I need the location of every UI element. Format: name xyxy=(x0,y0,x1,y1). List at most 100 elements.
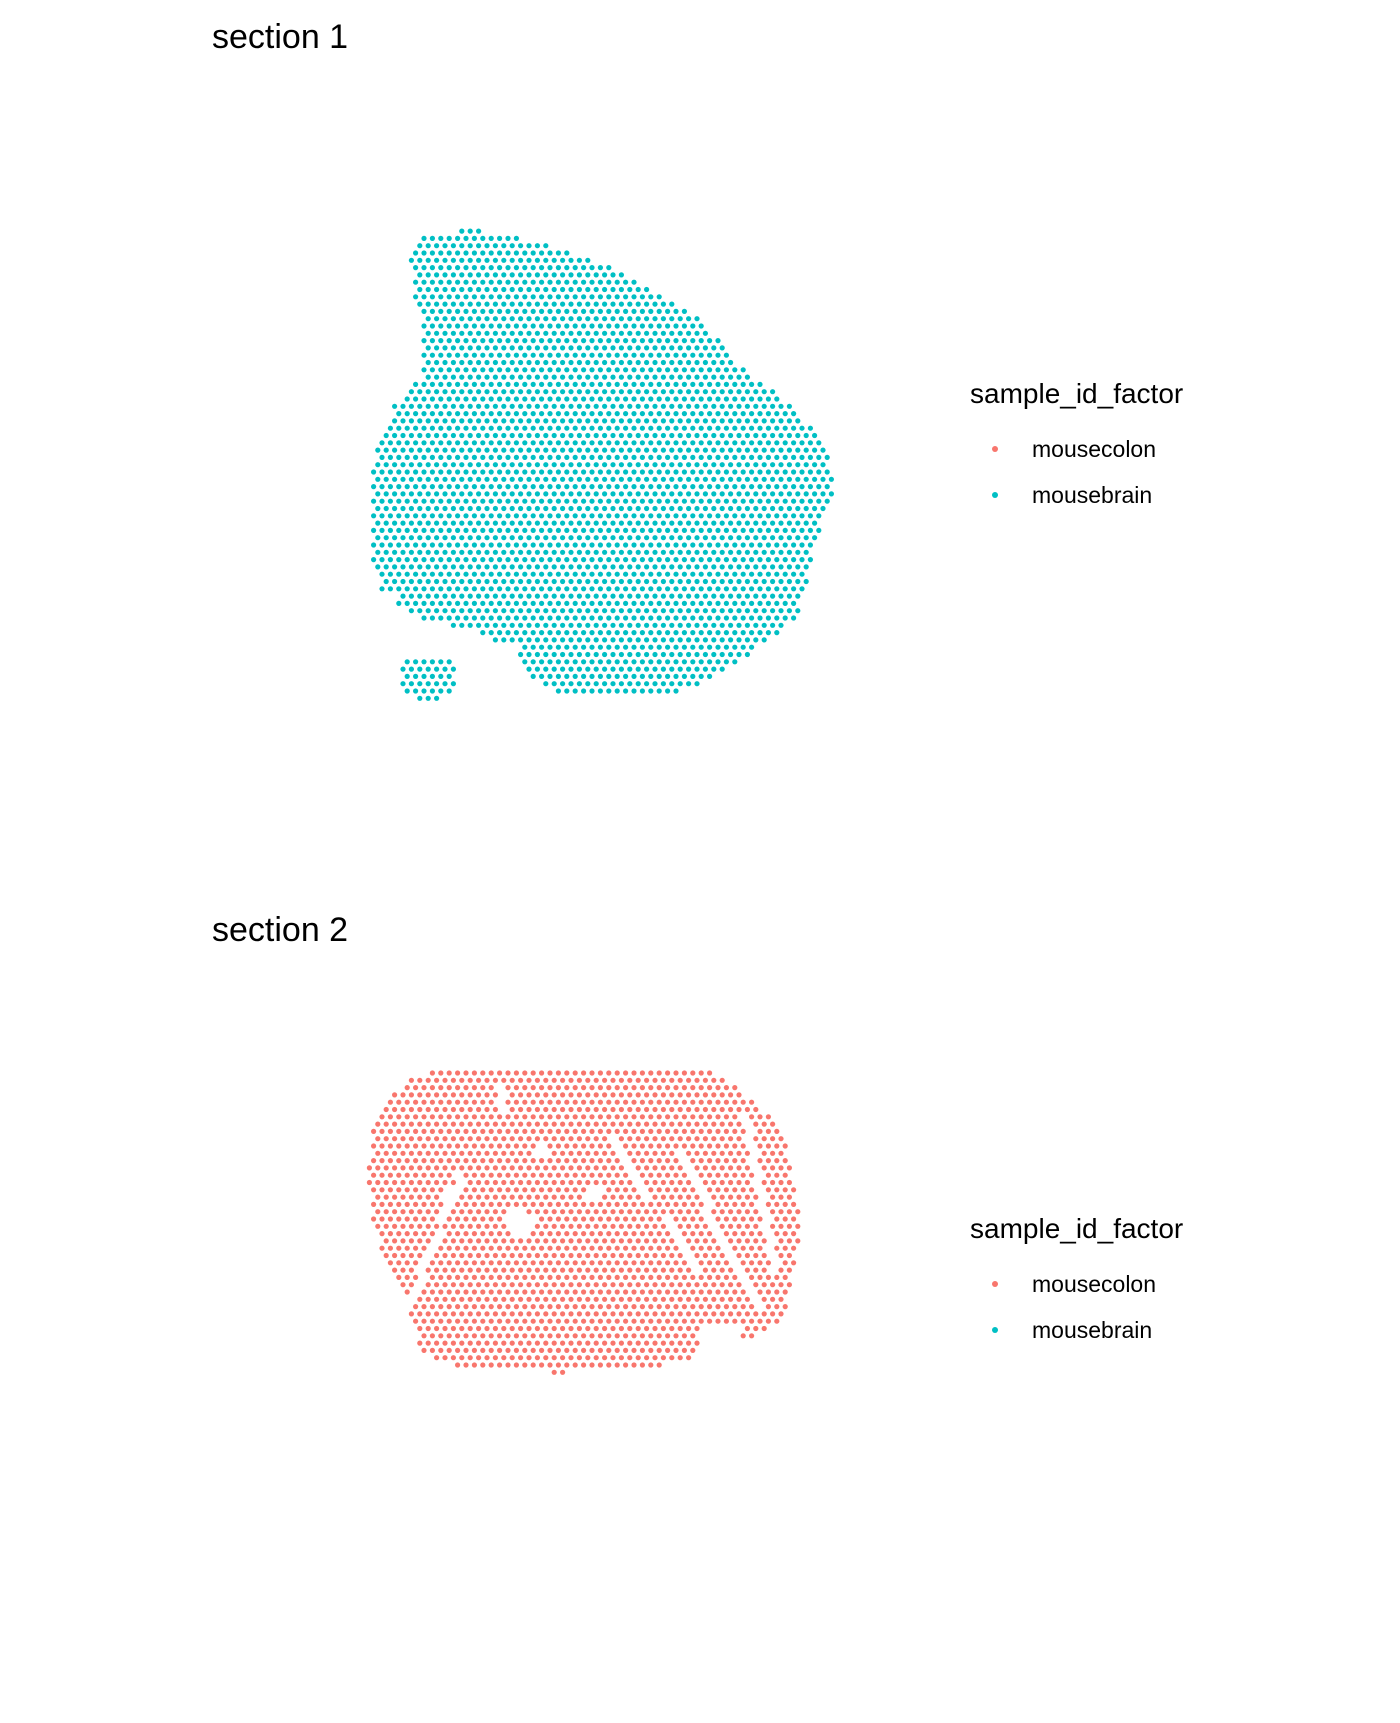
spot-point xyxy=(425,257,431,263)
spot-point xyxy=(803,578,809,585)
spot-point xyxy=(438,250,444,256)
spot-point xyxy=(438,571,444,577)
spot-point xyxy=(543,608,549,614)
spot-point xyxy=(631,1304,637,1310)
spot-point xyxy=(400,1282,406,1288)
spot-point xyxy=(786,491,793,497)
spot-point xyxy=(560,1340,566,1346)
spot-point xyxy=(765,542,772,548)
spot-point xyxy=(383,1238,389,1244)
spot-point xyxy=(610,1223,616,1229)
spot-point xyxy=(593,1136,599,1142)
spot-point xyxy=(530,644,536,650)
spot-point xyxy=(698,1070,704,1076)
spot-point xyxy=(450,593,456,599)
spot-point xyxy=(379,571,385,577)
spot-point xyxy=(631,1085,637,1091)
spot-point xyxy=(459,1296,465,1302)
spot-point xyxy=(480,425,486,431)
spot-point xyxy=(530,323,536,329)
spot-point xyxy=(455,1260,461,1266)
spot-point xyxy=(488,1085,494,1091)
spot-point xyxy=(778,608,784,614)
spot-point xyxy=(518,1296,524,1302)
spot-point xyxy=(534,1223,541,1229)
spot-point xyxy=(417,1252,423,1259)
spot-point xyxy=(463,1099,469,1105)
spot-point xyxy=(568,345,574,351)
spot-point xyxy=(505,1070,511,1076)
spot-point xyxy=(631,352,637,358)
spot-point xyxy=(547,1128,553,1134)
spot-point xyxy=(560,1238,566,1244)
spot-point xyxy=(648,484,654,490)
spot-point xyxy=(505,1187,511,1193)
spot-point xyxy=(593,345,599,351)
spot-point xyxy=(711,1165,717,1171)
spot-point xyxy=(581,323,587,329)
spot-point xyxy=(421,469,427,475)
spot-point xyxy=(786,447,793,453)
spot-point xyxy=(698,1085,704,1091)
spot-point xyxy=(421,396,427,402)
spot-point xyxy=(581,279,587,285)
spot-point xyxy=(467,243,473,249)
spot-point xyxy=(618,301,625,307)
spot-point xyxy=(652,1340,658,1346)
spot-point xyxy=(400,564,406,570)
spot-point xyxy=(702,520,709,526)
spot-point xyxy=(539,1347,545,1353)
spot-point xyxy=(597,1172,604,1178)
spot-point xyxy=(471,586,477,592)
spot-point xyxy=(795,1223,801,1229)
spot-point xyxy=(774,440,780,446)
spot-point xyxy=(459,1092,465,1098)
spot-point xyxy=(757,1128,763,1134)
legend-key-mousebrain xyxy=(992,492,998,498)
spot-point xyxy=(757,542,763,548)
spot-point xyxy=(471,1128,477,1134)
spot-point xyxy=(434,505,440,512)
spot-point xyxy=(585,651,591,658)
spot-point xyxy=(669,1179,675,1186)
spot-point xyxy=(429,484,435,490)
spot-point xyxy=(480,615,486,621)
spot-point xyxy=(702,651,709,658)
spot-point xyxy=(463,498,469,504)
spot-point xyxy=(707,1172,713,1178)
spot-point xyxy=(467,608,473,614)
spot-point xyxy=(614,1304,620,1310)
spot-point xyxy=(694,345,700,351)
spot-point xyxy=(404,1128,410,1134)
spot-point xyxy=(593,491,599,497)
spot-point xyxy=(513,527,520,534)
spot-point xyxy=(597,600,604,607)
spot-point xyxy=(597,542,604,548)
spot-point xyxy=(518,1106,524,1113)
spot-point xyxy=(723,1318,730,1324)
spot-point xyxy=(438,659,444,665)
spot-point xyxy=(597,469,604,475)
spot-point xyxy=(463,411,469,417)
spot-point xyxy=(753,1194,759,1200)
spot-point xyxy=(681,1128,688,1134)
spot-point xyxy=(694,389,700,395)
spot-point xyxy=(484,257,490,263)
spot-point xyxy=(463,1274,469,1280)
spot-point xyxy=(585,637,591,643)
spot-point xyxy=(610,1077,616,1083)
spot-point xyxy=(492,1179,498,1186)
spot-point xyxy=(803,564,809,570)
spot-point xyxy=(631,1245,637,1251)
spot-point xyxy=(648,411,654,417)
spot-point xyxy=(509,608,515,614)
spot-point xyxy=(408,1267,414,1273)
spot-point xyxy=(446,235,452,241)
spot-point xyxy=(635,286,641,293)
spot-point xyxy=(694,681,700,687)
spot-point xyxy=(467,1223,473,1229)
spot-point xyxy=(627,1311,633,1317)
spot-point xyxy=(551,637,557,643)
spot-point xyxy=(606,425,612,431)
spot-point xyxy=(534,316,541,322)
